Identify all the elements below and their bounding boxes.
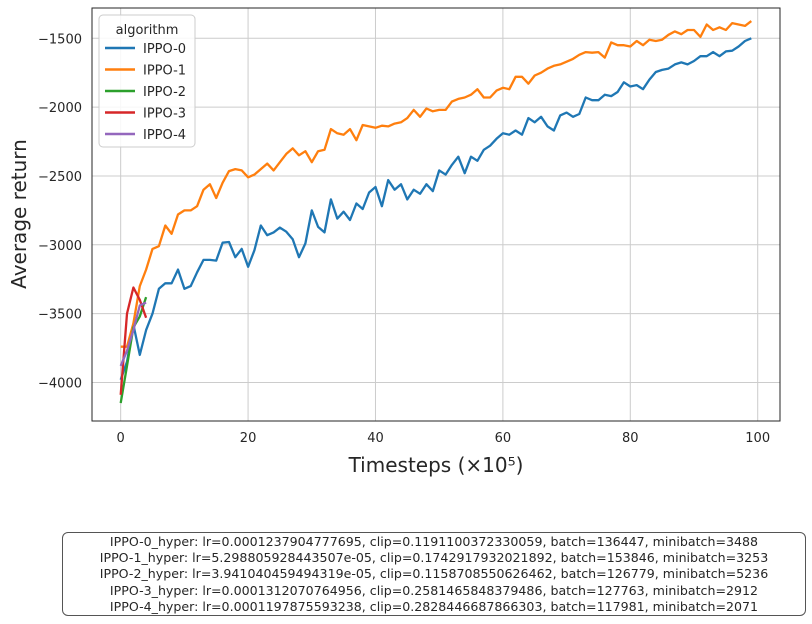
x-axis-title: Timesteps (×10⁵)	[348, 453, 524, 477]
series-line-ippo-1	[120, 20, 752, 348]
hyperparameter-line: IPPO-1_hyper: lr=5.298805928443507e-05, …	[99, 550, 769, 566]
x-tick-label: 0	[117, 431, 125, 446]
grid	[92, 8, 780, 421]
x-tick-label: 80	[622, 431, 639, 446]
legend-label-ippo-1: IPPO-1	[143, 64, 186, 79]
x-tick-label: 20	[240, 431, 257, 446]
legend-label-ippo-4: IPPO-4	[143, 128, 186, 143]
legend-label-ippo-2: IPPO-2	[143, 85, 186, 100]
legend-entries: IPPO-0 IPPO-1 IPPO-2 IPPO-3 IPPO-4	[105, 42, 186, 143]
series-lines	[119, 20, 752, 404]
y-tick-label: −3500	[38, 308, 82, 323]
legend-title: algorithm	[116, 23, 179, 38]
x-tick-labels: 0 20 40 60 80 100	[117, 431, 771, 446]
legend-label-ippo-3: IPPO-3	[143, 107, 186, 122]
series-line-ippo-3	[119, 286, 148, 395]
hyperparameter-line: IPPO-0_hyper: lr=0.0001237904777695, cli…	[109, 534, 759, 549]
y-tick-label: −3000	[38, 239, 82, 254]
y-tick-label: −2000	[38, 101, 82, 116]
y-tick-label: −2500	[38, 170, 82, 185]
chart: 0 20 40 60 80 100 −4000 −3500 −3000 −2500 −2000 −1…	[7, 7, 781, 477]
y-tick-labels: −4000 −3500 −3000 −2500 −2000 −1500	[38, 32, 82, 391]
legend: algorithm IPPO-0 IPPO-1 IPPO-2 IPPO-3 IPPO-4	[98, 14, 196, 148]
x-tick-label: 100	[745, 431, 770, 446]
y-tick-label: −1500	[38, 32, 82, 47]
y-tick-label: −4000	[38, 376, 82, 391]
plot-frame	[91, 7, 781, 422]
hyperparameter-line: IPPO-4_hyper: lr=0.0001197875593238, cli…	[109, 598, 759, 614]
x-tick-label: 40	[367, 431, 384, 446]
hyperparameter-line: IPPO-2_hyper: lr=3.941040459494319e-05, …	[99, 566, 769, 582]
y-axis-title: Average return	[7, 139, 31, 289]
series-line-ippo-4	[119, 301, 147, 367]
series-line-ippo-0	[119, 37, 752, 381]
hyperparameter-line: IPPO-3_hyper: lr=0.0001312070764956, cli…	[109, 582, 759, 598]
legend-label-ippo-0: IPPO-0	[143, 42, 186, 57]
hyperparameter-annotation: IPPO-0_hyper: lr=0.0001237904777695, cli…	[62, 532, 806, 616]
x-tick-label: 60	[495, 431, 512, 446]
